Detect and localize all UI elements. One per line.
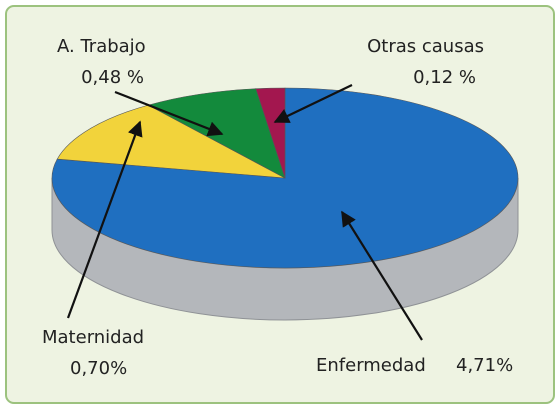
label: Maternidad — [42, 327, 144, 348]
value-label: 0,12 % — [413, 67, 476, 88]
annotations — [66, 84, 423, 341]
label: A. Trabajo — [57, 36, 146, 57]
value-label: 0,70% — [70, 358, 127, 379]
arrow — [273, 84, 353, 123]
arrow — [114, 90, 224, 137]
arrow — [341, 210, 423, 341]
slices — [51, 87, 519, 269]
label: Enfermedad — [316, 355, 426, 376]
slice — [56, 104, 286, 179]
arrow — [66, 120, 143, 319]
value-label: 4,71% — [456, 355, 513, 376]
value-label: 0,48 % — [81, 67, 144, 88]
label: Otras causas — [367, 36, 484, 57]
